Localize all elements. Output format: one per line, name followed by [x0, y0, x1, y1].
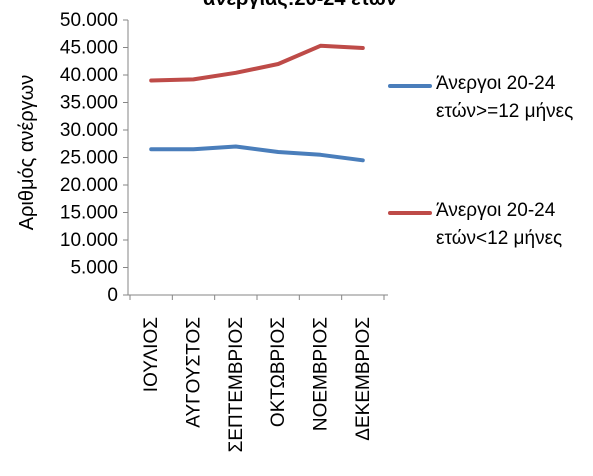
y-tick-label: 25.000: [60, 148, 118, 169]
y-tick-label: 35.000: [60, 93, 118, 114]
y-tick-label: 5.000: [70, 258, 118, 279]
series-line-2: [151, 46, 363, 81]
legend-label-line2: ετών<12 μήνες: [436, 225, 581, 253]
legend-swatch-short-term: [388, 211, 432, 215]
y-axis-title: Αριθμός ανέργων: [16, 75, 38, 231]
legend-label-line2: ετών>=12 μήνες: [436, 98, 581, 126]
series-line-1: [151, 147, 363, 161]
y-tick-label: 40.000: [60, 65, 118, 86]
legend-label-line1: Άνεργοι 20-24: [436, 70, 581, 98]
y-tick-label: 15.000: [60, 203, 118, 224]
x-tick-label: ΟΚΤΩΒΡΙΟΣ: [268, 317, 289, 427]
x-tick-label: ΙΟΥΛΙΟΣ: [141, 317, 162, 392]
legend-swatch-long-term: [388, 84, 432, 88]
y-tick-label: 0: [107, 285, 118, 306]
y-tick-label: 50.000: [60, 10, 118, 31]
x-tick-label: ΣΕΠΤΕΜΒΡΙΟΣ: [226, 317, 247, 452]
x-tick-label: ΝΟΕΜΒΡΙΟΣ: [311, 317, 332, 431]
y-tick-label: 10.000: [60, 230, 118, 251]
x-tick-label: ΔΕΚΕΜΒΡΙΟΣ: [353, 317, 374, 441]
y-tick-label: 30.000: [60, 120, 118, 141]
y-tick-label: 20.000: [60, 175, 118, 196]
legend-label-line1: Άνεργοι 20-24: [436, 197, 581, 225]
x-tick-label: ΑΥΓΟΥΣΤΟΣ: [184, 317, 205, 428]
y-tick-label: 45.000: [60, 38, 118, 59]
